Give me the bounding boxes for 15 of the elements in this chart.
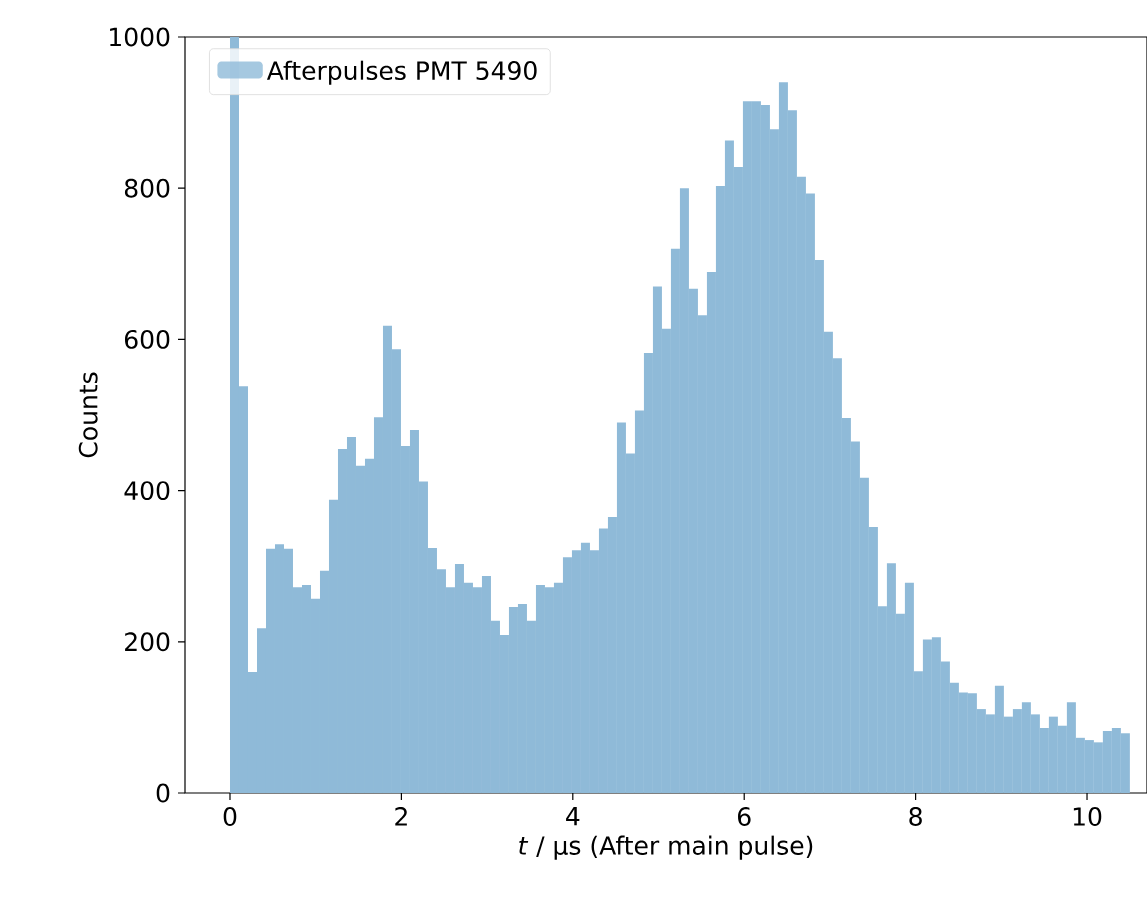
y-tick-label: 600: [124, 329, 170, 349]
x-tick-label: 4: [566, 807, 580, 826]
y-tick-label: 400: [124, 481, 170, 501]
x-tick-label: 2: [395, 807, 407, 826]
y-axis-title: Counts: [78, 372, 98, 458]
y-tick-label: 0: [156, 783, 170, 803]
x-tick-label: 10: [1073, 807, 1102, 826]
y-tick-label: 800: [124, 178, 170, 198]
x-tick-label: 8: [909, 807, 922, 826]
x-tick-label: 6: [738, 807, 751, 826]
x-axis-title: t / μs (After main pulse): [519, 835, 813, 860]
x-tick-label: 0: [223, 807, 237, 826]
y-tick-label: 1000: [110, 27, 170, 47]
y-tick-label: 200: [125, 632, 170, 652]
legend-label: Afterpulses PMT 5490: [266, 60, 537, 85]
